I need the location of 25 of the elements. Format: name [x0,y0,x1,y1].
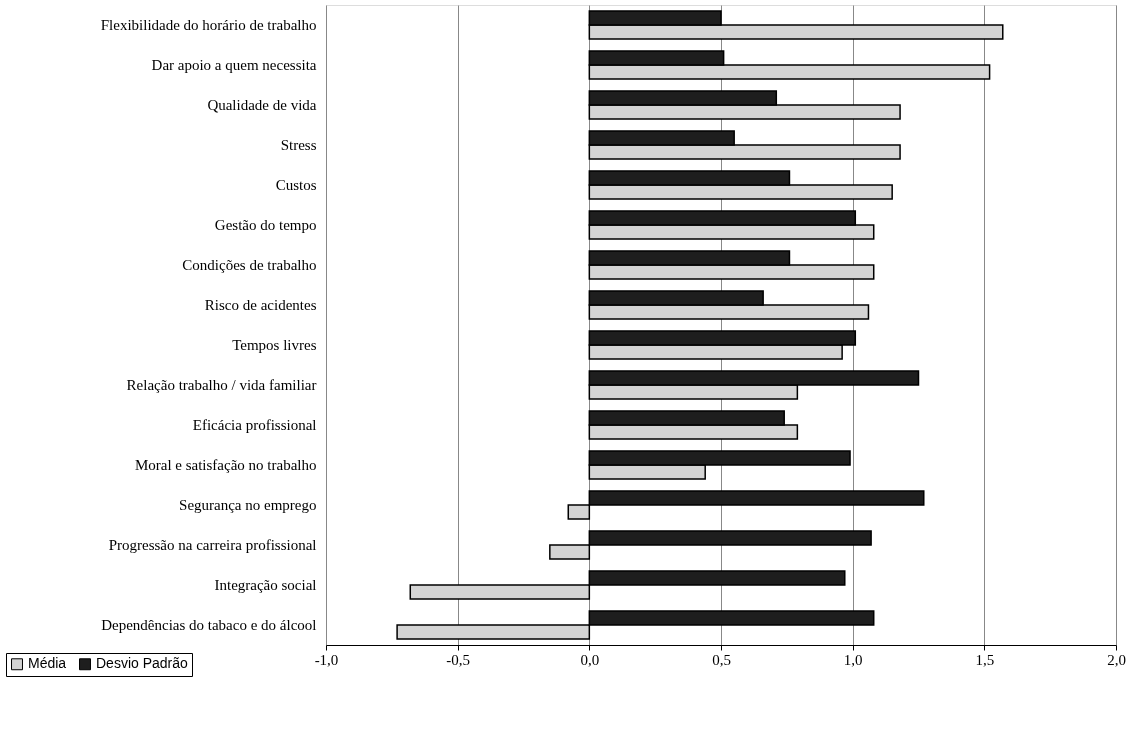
x-tick-label: 0,5 [712,651,731,668]
legend-label: Média [28,655,67,672]
x-tick-label: 2,0 [1107,651,1126,668]
y-tick-label: Progressão na carreira profissional [108,537,317,553]
legend-label: Desvio Padrão [96,655,189,672]
y-tick-label: Eficácia profissional [192,417,317,433]
y-tick-label: Qualidade de vida [207,97,317,113]
y-tick-label: Custos [275,177,317,193]
x-tick-label: 1,5 [975,651,995,668]
y-tick-label: Segurança no emprego [179,497,317,513]
x-tick-label: -1,0 [314,651,339,668]
y-tick-label: Condições de trabalho [182,257,317,273]
y-tick-label: Flexibilidade do horário de trabalho [100,17,317,33]
y-tick-label: Risco de acidentes [204,297,317,313]
y-tick-label: Gestão do tempo [214,217,317,233]
y-tick-label: Stress [280,137,317,153]
y-tick-label: Integração social [214,577,317,593]
y-tick-label: Relação trabalho / vida familiar [126,377,317,393]
y-tick-label: Dependências do tabaco e do álcool [101,617,317,633]
x-tick-label: 0,0 [580,651,600,668]
y-tick-label: Dar apoio a quem necessita [151,57,317,73]
y-tick-label: Tempos livres [232,337,317,353]
x-tick-label: -0,5 [446,651,471,668]
x-tick-label: 1,0 [843,651,863,668]
y-tick-label: Moral e satisfação no trabalho [134,457,317,473]
